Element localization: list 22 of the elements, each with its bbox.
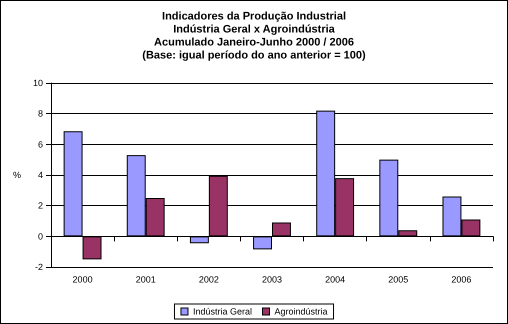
y-axis-title: % [12, 170, 21, 180]
bar [253, 236, 272, 250]
x-tick-label: 2001 [136, 274, 156, 284]
bar [190, 236, 209, 244]
y-tick-label: 10 [32, 78, 43, 88]
y-tick-label: 0 [38, 231, 43, 242]
x-tick-label: 2004 [325, 274, 346, 284]
legend-label: Indústria Geral [192, 306, 252, 316]
legend-label: Agroindústria [274, 306, 328, 316]
y-tick-label: 4 [38, 170, 43, 180]
x-tick-label: 2000 [72, 274, 93, 284]
x-tick-label: 2003 [262, 274, 282, 284]
chart-title: Indicadores da Produção Industrial Indústria Geral x Agroindústria Acumulado Janeiro-Junho 2000 / 2006 (Base: igual período do ano anterior = 100) [142, 10, 366, 62]
bar [82, 236, 102, 260]
x-tick-label: 2005 [388, 274, 408, 284]
y-tick-label: 2 [38, 200, 43, 211]
y-tick-label: 6 [38, 139, 43, 150]
y-tick-label: 8 [38, 108, 43, 119]
y-tick-label: -2 [34, 262, 43, 272]
x-tick-label: 2006 [451, 274, 472, 284]
bar [272, 222, 291, 236]
x-tick-label: 2002 [198, 274, 219, 284]
